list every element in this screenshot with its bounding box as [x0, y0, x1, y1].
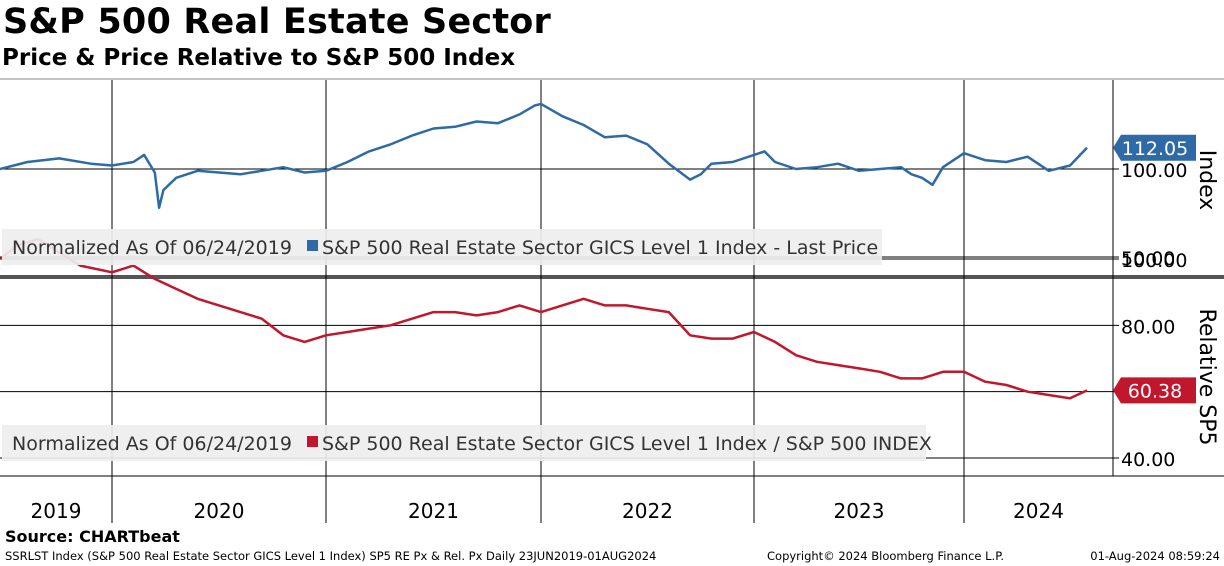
footer-timestamp: 01-Aug-2024 08:59:24 [1090, 549, 1220, 563]
top-ytick-label: 50.00 [1121, 248, 1175, 270]
top-ytick-label: 100.00 [1121, 160, 1187, 182]
bottom-ytick-label: 40.00 [1121, 449, 1175, 471]
footer-copyright: Copyright© 2024 Bloomberg Finance L.P. [767, 549, 1004, 563]
bottom-ytick-label: 100.00 [1121, 250, 1187, 272]
x-tick-label: 2021 [408, 499, 459, 523]
footer-ticker-info: SSRLST Index (S&P 500 Real Estate Sector… [5, 549, 657, 563]
top-ylabel: Index [1194, 150, 1219, 211]
top-legend-prefix: Normalized As Of 06/24/2019 [12, 237, 292, 259]
top-last-value-label: 112.05 [1122, 138, 1188, 160]
bottom-legend-entry: S&P 500 Real Estate Sector GICS Level 1 … [322, 433, 932, 455]
top-last-value-tag: 112.05 [1113, 134, 1196, 161]
chart-subtitle: Price & Price Relative to S&P 500 Index [2, 45, 516, 71]
top-legend-entry: S&P 500 Real Estate Sector GICS Level 1 … [322, 237, 878, 259]
bottom-legend-prefix: Normalized As Of 06/24/2019 [12, 433, 292, 455]
x-tick-label: 2020 [194, 499, 245, 523]
chart-svg: Normalized As Of 06/24/2019 S&P 500 Real … [0, 78, 1224, 523]
x-tick-label: 2023 [834, 499, 885, 523]
bottom-legend: Normalized As Of 06/24/2019 S&P 500 Real … [2, 425, 932, 461]
bottom-ylabel: Relative SP5 [1194, 309, 1219, 446]
x-tick-label: 2019 [31, 499, 82, 523]
x-tick-label: 2024 [1013, 499, 1064, 523]
bottom-legend-swatch [307, 436, 318, 447]
source-note: Source: CHARTbeat [5, 527, 180, 546]
top-legend: Normalized As Of 06/24/2019 S&P 500 Real … [2, 229, 882, 265]
bottom-last-value-label: 60.38 [1128, 380, 1182, 402]
chart-title: S&P 500 Real Estate Sector [3, 2, 551, 42]
top-legend-swatch [307, 240, 318, 251]
bottom-series-line [0, 237, 1088, 400]
top-series-line [0, 102, 1088, 209]
x-tick-label: 2022 [622, 499, 673, 523]
bottom-last-value-tag: 60.38 [1113, 377, 1196, 404]
bottom-ytick-label: 80.00 [1121, 316, 1175, 338]
